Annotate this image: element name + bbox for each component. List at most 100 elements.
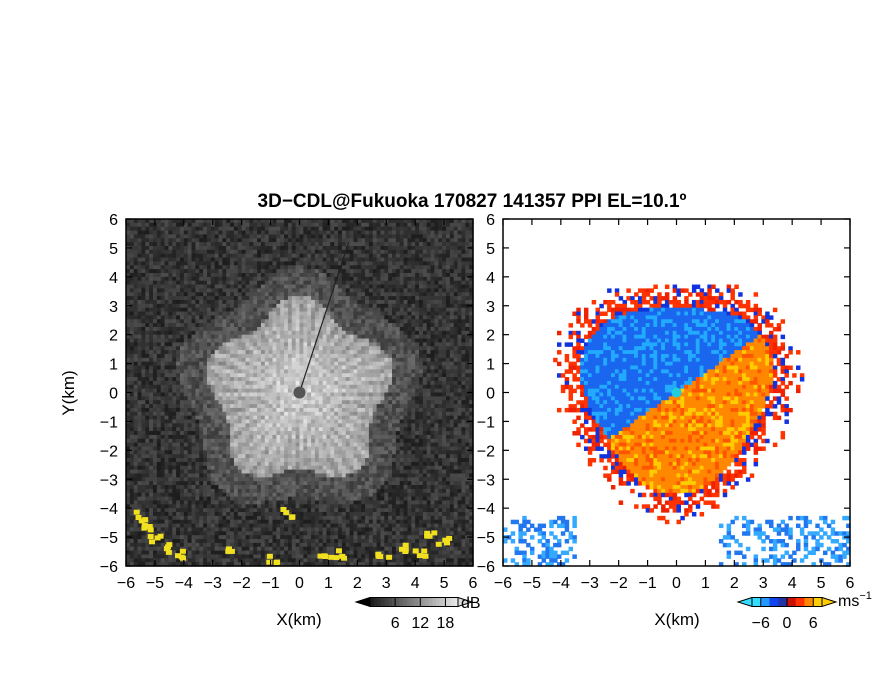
- left-pixel: [172, 249, 177, 255]
- left-pixel: [330, 319, 335, 324]
- left-pixel: [268, 311, 274, 316]
- left-pixel: [334, 238, 339, 243]
- left-pixel: [311, 323, 316, 328]
- left-pixel: [295, 535, 301, 540]
- left-pixel: [334, 326, 339, 332]
- left-pixel: [179, 423, 185, 428]
- left-pixel: [334, 373, 339, 378]
- left-pixel: [260, 280, 266, 286]
- left-pixel: [260, 527, 266, 532]
- left-pixel: [284, 369, 289, 374]
- left-pixel: [152, 265, 158, 270]
- left-pixel: [195, 438, 200, 444]
- left-pixel: [334, 496, 339, 502]
- left-pixel: [303, 427, 308, 432]
- left-pixel: [326, 531, 331, 536]
- left-pixel: [326, 296, 331, 301]
- left-pixel: [299, 458, 304, 463]
- left-pixel: [253, 323, 258, 328]
- left-pixel: [141, 361, 146, 367]
- left-pixel: [249, 334, 254, 340]
- left-pixel: [330, 307, 335, 313]
- left-pixel: [199, 265, 204, 270]
- left-pixel: [183, 238, 189, 243]
- left-pixel: [241, 550, 247, 556]
- left-pixel: [203, 431, 208, 436]
- left-pixel: [280, 346, 285, 351]
- left-pixel: [268, 465, 274, 471]
- left-pixel: [218, 234, 223, 239]
- left-pixel: [172, 512, 177, 517]
- left-pixel: [230, 427, 235, 432]
- left-pixel: [141, 396, 146, 401]
- left-pixel: [311, 539, 316, 544]
- left-pixel: [152, 350, 158, 355]
- left-pixel: [253, 438, 258, 444]
- left-pixel: [160, 361, 166, 367]
- left-pixel: [257, 377, 262, 382]
- left-pixel: [257, 245, 262, 251]
- left-pixel: [156, 330, 162, 336]
- left-pixel: [299, 373, 304, 378]
- left-pixel: [241, 500, 247, 505]
- left-pixel: [326, 303, 331, 309]
- left-pixel: [303, 523, 308, 529]
- left-pixel: [191, 357, 196, 363]
- left-pixel: [141, 535, 146, 540]
- left-pixel: [226, 442, 231, 448]
- left-pixel: [295, 546, 301, 552]
- left-pixel: [149, 249, 154, 255]
- left-pixel: [257, 334, 262, 340]
- left-pixel: [218, 350, 223, 355]
- left-pixel: [145, 365, 150, 370]
- left-pixel: [287, 265, 293, 270]
- left-pixel: [338, 292, 343, 297]
- left-pixel: [264, 531, 270, 536]
- left-pixel: [183, 373, 189, 378]
- left-pixel: [168, 230, 173, 236]
- left-pixel: [133, 427, 139, 432]
- left-pixel: [203, 500, 208, 505]
- left-pixel: [133, 523, 139, 529]
- left-pixel: [253, 454, 258, 459]
- left-pixel: [183, 515, 189, 521]
- left-pixel: [284, 357, 289, 363]
- left-pixel: [272, 342, 277, 347]
- left-pixel: [210, 492, 216, 498]
- left-pixel: [280, 330, 285, 336]
- left-pixel: [141, 311, 146, 316]
- left-pixel: [183, 249, 189, 255]
- left-pixel: [291, 419, 297, 424]
- left-pixel: [307, 431, 312, 436]
- left-pixel: [318, 230, 324, 236]
- left-pixel: [145, 276, 150, 282]
- left-pixel: [214, 515, 220, 521]
- left-pixel: [149, 442, 154, 448]
- left-pixel: [284, 542, 289, 548]
- left-pixel: [230, 276, 235, 282]
- left-pixel: [260, 261, 266, 266]
- left-pixel: [176, 222, 181, 228]
- left-pixel: [187, 450, 193, 455]
- left-pixel: [284, 442, 289, 448]
- left-pixel: [260, 353, 266, 359]
- left-pixel: [168, 269, 173, 274]
- left-pixel: [129, 496, 135, 502]
- left-pixel: [314, 554, 320, 559]
- left-pixel: [291, 508, 297, 513]
- left-pixel: [326, 400, 331, 405]
- left-pixel: [299, 319, 304, 324]
- left-pixel: [314, 515, 320, 521]
- left-pixel: [141, 342, 146, 347]
- left-pixel: [145, 404, 150, 409]
- left-pixel: [214, 276, 220, 282]
- left-pixel: [203, 512, 208, 517]
- left-pixel: [226, 554, 231, 559]
- left-pixel: [311, 411, 316, 417]
- left-pixel: [299, 407, 304, 413]
- left-pixel: [260, 377, 266, 382]
- left-pixel: [322, 249, 328, 255]
- left-pixel: [253, 265, 258, 270]
- left-pixel: [187, 546, 193, 552]
- left-pixel: [206, 411, 212, 417]
